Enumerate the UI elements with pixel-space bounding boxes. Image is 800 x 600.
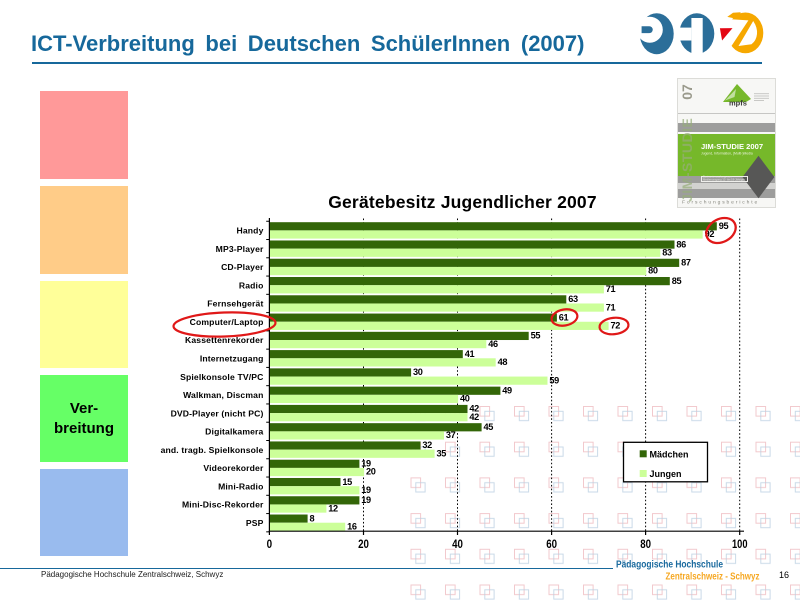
svg-text:Gerätebesitz Jugendlicher 2007: Gerätebesitz Jugendlicher 2007	[328, 192, 597, 212]
svg-text:46: 46	[488, 339, 498, 349]
svg-text:86: 86	[676, 239, 686, 249]
svg-text:19: 19	[361, 459, 371, 469]
svg-text:Handy: Handy	[236, 226, 263, 236]
svg-text:83: 83	[662, 247, 672, 257]
svg-text:72: 72	[611, 321, 621, 331]
svg-text:85: 85	[672, 276, 682, 286]
svg-text:48: 48	[498, 357, 508, 367]
svg-text:80: 80	[640, 537, 651, 551]
svg-text:87: 87	[681, 258, 691, 268]
svg-text:PSP: PSP	[246, 518, 264, 528]
svg-text:Radio: Radio	[239, 280, 264, 290]
svg-text:100: 100	[732, 537, 748, 551]
svg-text:Fernsehgerät: Fernsehgerät	[207, 299, 263, 309]
svg-text:40: 40	[452, 537, 463, 551]
svg-text:mpfs: mpfs	[729, 99, 747, 108]
svg-text:Internetzugang: Internetzugang	[200, 353, 264, 363]
svg-text:Computer/Laptop: Computer/Laptop	[190, 317, 264, 327]
svg-text:80: 80	[648, 266, 658, 276]
svg-text:92: 92	[705, 229, 715, 239]
svg-text:63: 63	[568, 294, 578, 304]
svg-text:Mini-Radio: Mini-Radio	[218, 481, 263, 491]
svg-text:60: 60	[546, 537, 557, 551]
svg-text:12: 12	[328, 503, 338, 513]
svg-text:Pädagogische Hochschule: Pädagogische Hochschule	[616, 560, 723, 571]
svg-text:42: 42	[469, 404, 479, 414]
svg-text:20: 20	[358, 537, 369, 551]
svg-text:Walkman, Discman: Walkman, Discman	[183, 390, 263, 400]
svg-text:Kassettenrekorder: Kassettenrekorder	[185, 335, 264, 345]
svg-text:45: 45	[484, 422, 494, 432]
svg-text:30: 30	[413, 367, 423, 377]
svg-text:Digitalkamera: Digitalkamera	[205, 427, 263, 437]
svg-text:49: 49	[502, 385, 512, 395]
svg-text:and. tragb. Spielkonsole: and. tragb. Spielkonsole	[161, 445, 264, 455]
svg-text:Spielkonsole TV/PC: Spielkonsole TV/PC	[180, 372, 263, 382]
svg-text:59: 59	[549, 375, 559, 385]
svg-text:CD-Player: CD-Player	[221, 262, 264, 272]
svg-text:16: 16	[347, 522, 357, 532]
svg-text:40: 40	[460, 394, 470, 404]
svg-text:42: 42	[469, 412, 479, 422]
svg-text:Mädchen: Mädchen	[650, 449, 689, 459]
svg-text:71: 71	[606, 302, 616, 312]
svg-text:55: 55	[531, 331, 541, 341]
svg-text:Videorekorder: Videorekorder	[203, 463, 264, 473]
svg-text:37: 37	[446, 430, 456, 440]
svg-text:19: 19	[361, 495, 371, 505]
svg-text:19: 19	[361, 485, 371, 495]
svg-text:20: 20	[366, 467, 376, 477]
svg-text:35: 35	[437, 448, 447, 458]
svg-text:15: 15	[342, 477, 352, 487]
svg-text:8: 8	[310, 513, 315, 523]
svg-text:32: 32	[422, 440, 432, 450]
svg-text:Mini-Disc-Rekorder: Mini-Disc-Rekorder	[182, 500, 264, 510]
svg-text:71: 71	[606, 284, 616, 294]
svg-text:MP3-Player: MP3-Player	[216, 244, 264, 254]
svg-text:Jungen: Jungen	[650, 469, 682, 479]
svg-text:61: 61	[559, 312, 569, 322]
svg-text:41: 41	[465, 349, 475, 359]
svg-text:DVD-Player (nicht PC): DVD-Player (nicht PC)	[171, 408, 264, 418]
svg-text:0: 0	[267, 537, 273, 551]
svg-text:95: 95	[719, 221, 729, 231]
svg-text:Zentralschweiz - Schwyz: Zentralschweiz - Schwyz	[666, 572, 760, 583]
